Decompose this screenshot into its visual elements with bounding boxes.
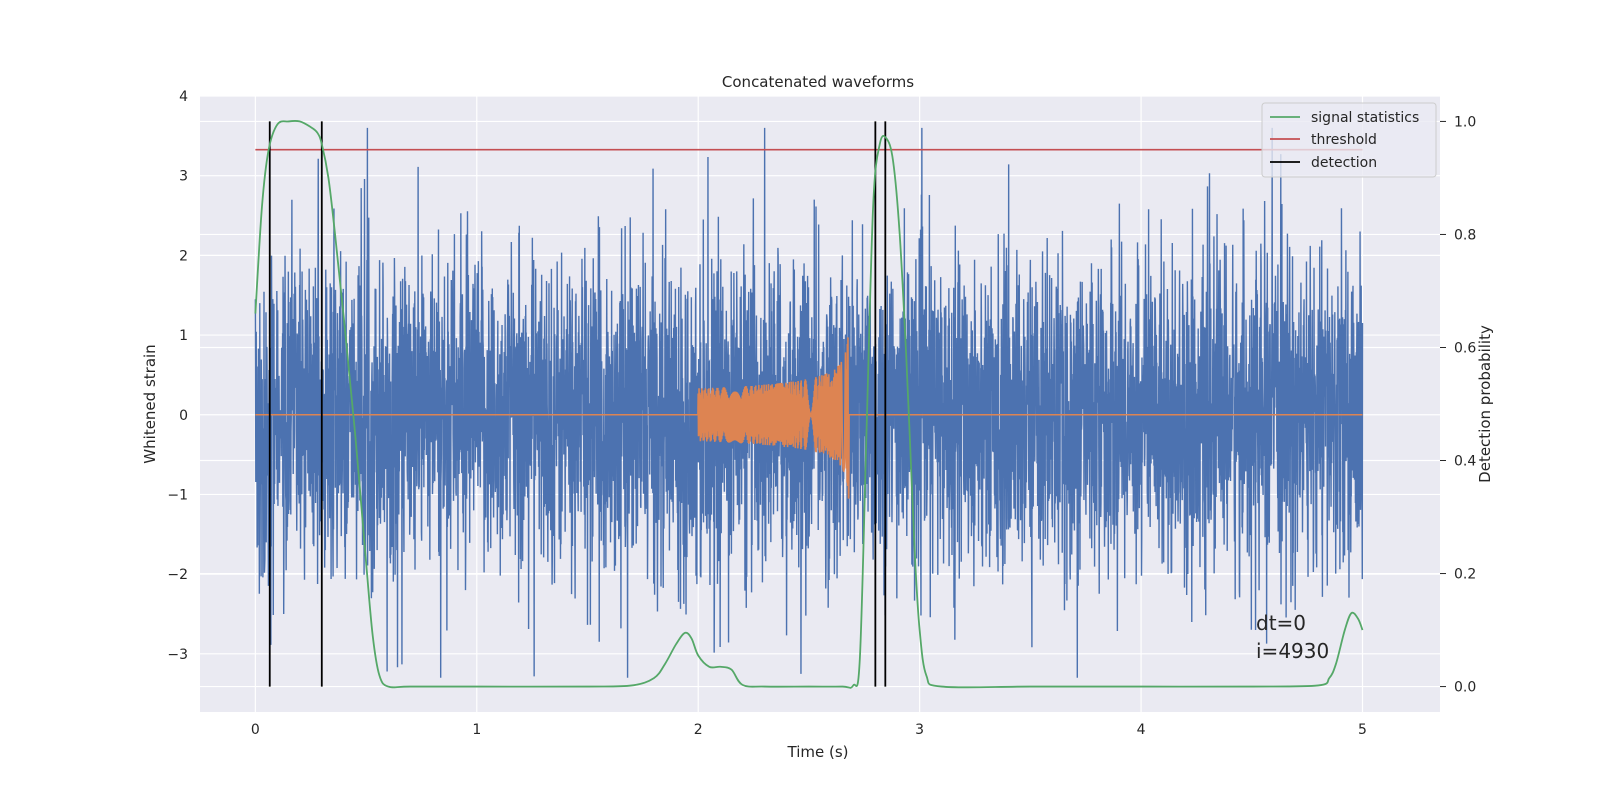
y-axis-label-right: Detection probability [1476,325,1494,483]
injection-series [255,337,1363,499]
y-left-tick-label: 1 [179,328,188,344]
legend-label-threshold: threshold [1311,132,1377,148]
y-right-tick-label: 0.8 [1454,227,1476,243]
noise-series [254,127,1364,678]
legend-box [1261,102,1437,178]
y-right-tick-label: 0.0 [1454,680,1476,696]
x-tick-label: 0 [251,722,260,738]
x-tick-label: 1 [472,722,481,738]
chart-title: Concatenated waveforms [722,73,914,91]
signal-statistics-series [254,119,1364,689]
injection-line [255,337,1363,499]
y-left-tick-label: 2 [179,248,188,264]
y-left-tick-label: −3 [167,647,188,663]
annotation-dt: dt=0 [1256,611,1306,635]
x-axis-label: Time (s) [787,743,849,761]
y-left-tick-label: 4 [179,89,188,105]
x-tick-label: 5 [1358,722,1367,738]
signal-statistics-line [254,119,1364,689]
noise-line [254,127,1364,678]
x-tick-label: 4 [1137,722,1146,738]
y-right-tick-label: 0.6 [1454,340,1476,356]
legend-label-detection: detection [1311,155,1377,171]
legend: signal statistics threshold detection [1261,102,1437,178]
y-right-tick-label: 0.2 [1454,567,1476,583]
detection-series [268,121,887,687]
y-axis-label-left: Whitened strain [141,344,159,463]
y-left-tick-label: 3 [179,169,188,185]
y-right-tick-label: 1.0 [1454,114,1476,130]
y-right-tick-label: 0.4 [1454,454,1476,470]
annotation-index: i=4930 [1256,639,1329,663]
axes: 0 1 2 3 4 5 −3 −2 −1 0 1 2 3 4 0.0 0.2 0.4 0.6 0.8 1.0 [167,89,1476,738]
legend-label-signal-statistics: signal statistics [1311,110,1419,126]
x-tick-label: 2 [694,722,703,738]
y-left-tick-label: −1 [167,487,188,503]
x-tick-label: 3 [915,722,924,738]
y-left-tick-label: 0 [179,408,188,424]
y-left-tick-label: −2 [167,567,188,583]
